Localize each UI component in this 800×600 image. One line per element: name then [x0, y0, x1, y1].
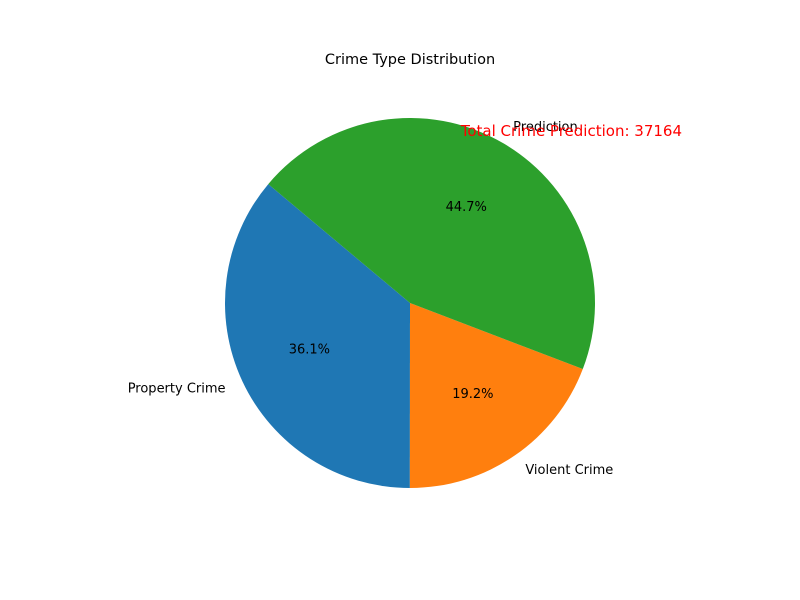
pie-category-label: Property Crime	[128, 381, 226, 396]
pie-slice-property-crime	[224, 184, 410, 488]
pie-percent-label: 19.2%	[452, 387, 493, 402]
pie-slice-prediction	[268, 117, 596, 370]
pie-labels: 36.1% Property Crime 19.2% Violent Crime 44.…	[128, 120, 614, 478]
pie-slices	[224, 117, 596, 488]
pie-percent-label: 44.7%	[446, 200, 487, 215]
pie-slice-violent-crime	[409, 303, 583, 488]
pie-category-label: Violent Crime	[525, 463, 613, 478]
chart-title: Crime Type Distribution	[325, 52, 495, 68]
total-prediction-annotation: Total Crime Prediction: 37164	[460, 122, 682, 140]
pie-percent-label: 36.1%	[289, 342, 330, 357]
pie-category-label: Prediction	[513, 120, 578, 135]
